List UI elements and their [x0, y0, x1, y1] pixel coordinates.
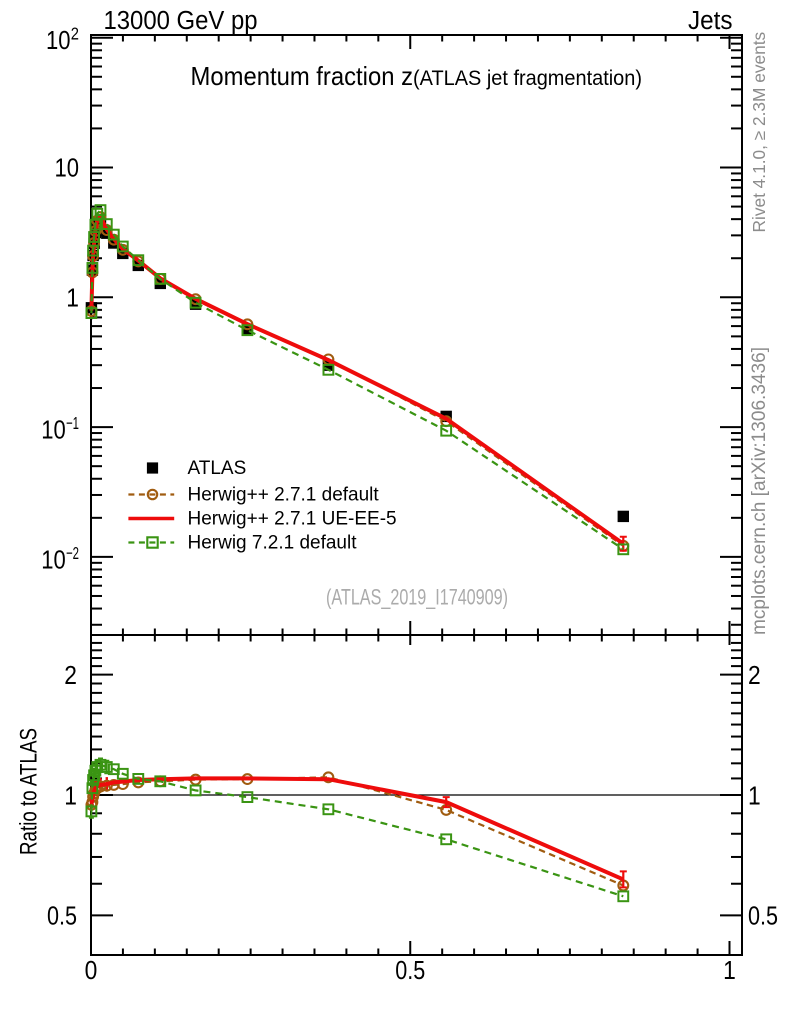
svg-text:Herwig++ 2.7.1 UE-EE-5: Herwig++ 2.7.1 UE-EE-5 [188, 509, 397, 530]
svg-text:(ATLAS_2019_I1740909): (ATLAS_2019_I1740909) [326, 585, 508, 610]
svg-text:Momentum fraction z: Momentum fraction z [191, 61, 414, 91]
svg-text:0.5: 0.5 [748, 901, 778, 931]
svg-text:mcplots.cern.ch [arXiv:1306.34: mcplots.cern.ch [arXiv:1306.3436] [749, 347, 770, 635]
svg-text:−2: −2 [66, 543, 79, 563]
svg-text:Ratio to ATLAS: Ratio to ATLAS [16, 728, 43, 855]
svg-text:1: 1 [66, 282, 79, 312]
svg-text:Jets: Jets [688, 7, 733, 35]
svg-text:Rivet 4.1.0, ≥ 2.3M events: Rivet 4.1.0, ≥ 2.3M events [749, 32, 769, 233]
svg-text:−1: −1 [66, 413, 79, 433]
svg-text:10: 10 [55, 153, 80, 183]
svg-text:10: 10 [46, 25, 71, 55]
svg-text:1: 1 [723, 955, 736, 985]
svg-text:13000 GeV pp: 13000 GeV pp [104, 7, 258, 35]
svg-text:Herwig++ 2.7.1 default: Herwig++ 2.7.1 default [188, 485, 380, 506]
svg-text:ATLAS: ATLAS [188, 458, 247, 479]
svg-text:1: 1 [64, 780, 77, 810]
svg-text:2: 2 [64, 660, 77, 690]
svg-text:0.5: 0.5 [395, 955, 425, 985]
svg-text:0.5: 0.5 [47, 901, 77, 931]
svg-text:10: 10 [41, 415, 66, 445]
svg-text:2: 2 [748, 660, 761, 690]
svg-text:1: 1 [748, 780, 761, 810]
svg-text:10: 10 [41, 544, 66, 574]
svg-text:2: 2 [71, 24, 79, 44]
svg-text:0: 0 [85, 955, 98, 985]
svg-text:Herwig 7.2.1 default: Herwig 7.2.1 default [188, 533, 358, 554]
svg-text:(ATLAS jet fragmentation): (ATLAS jet fragmentation) [413, 67, 642, 90]
